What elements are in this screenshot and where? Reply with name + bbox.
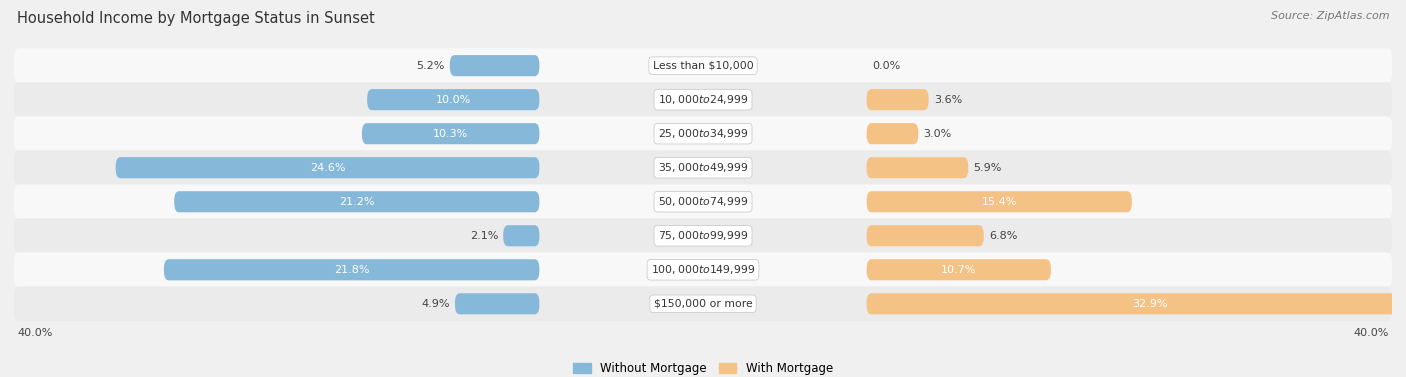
Text: 40.0%: 40.0%	[17, 328, 53, 338]
FancyBboxPatch shape	[367, 89, 540, 110]
FancyBboxPatch shape	[866, 259, 1050, 280]
FancyBboxPatch shape	[165, 259, 540, 280]
FancyBboxPatch shape	[14, 48, 1392, 83]
Text: $10,000 to $24,999: $10,000 to $24,999	[658, 93, 748, 106]
Text: 6.8%: 6.8%	[988, 231, 1018, 241]
Text: 10.7%: 10.7%	[941, 265, 976, 275]
Text: 10.3%: 10.3%	[433, 129, 468, 139]
FancyBboxPatch shape	[503, 225, 540, 246]
Text: Source: ZipAtlas.com: Source: ZipAtlas.com	[1271, 11, 1389, 21]
Text: 15.4%: 15.4%	[981, 197, 1017, 207]
Text: Less than $10,000: Less than $10,000	[652, 61, 754, 70]
Text: 3.6%: 3.6%	[934, 95, 962, 105]
FancyBboxPatch shape	[174, 191, 540, 212]
Text: 0.0%: 0.0%	[872, 61, 900, 70]
Text: 32.9%: 32.9%	[1132, 299, 1168, 309]
FancyBboxPatch shape	[115, 157, 540, 178]
FancyBboxPatch shape	[14, 150, 1392, 185]
FancyBboxPatch shape	[361, 123, 540, 144]
Text: 5.2%: 5.2%	[416, 61, 444, 70]
FancyBboxPatch shape	[14, 253, 1392, 287]
FancyBboxPatch shape	[866, 225, 984, 246]
FancyBboxPatch shape	[14, 82, 1392, 117]
Text: $50,000 to $74,999: $50,000 to $74,999	[658, 195, 748, 208]
FancyBboxPatch shape	[866, 191, 1132, 212]
FancyBboxPatch shape	[14, 116, 1392, 151]
FancyBboxPatch shape	[866, 293, 1406, 314]
Legend: Without Mortgage, With Mortgage: Without Mortgage, With Mortgage	[568, 357, 838, 377]
Text: 4.9%: 4.9%	[422, 299, 450, 309]
FancyBboxPatch shape	[14, 287, 1392, 321]
Text: 3.0%: 3.0%	[924, 129, 952, 139]
Text: 2.1%: 2.1%	[470, 231, 498, 241]
FancyBboxPatch shape	[866, 89, 928, 110]
Text: 21.8%: 21.8%	[333, 265, 370, 275]
Text: 21.2%: 21.2%	[339, 197, 374, 207]
Text: $100,000 to $149,999: $100,000 to $149,999	[651, 263, 755, 276]
Text: Household Income by Mortgage Status in Sunset: Household Income by Mortgage Status in S…	[17, 11, 374, 26]
Text: $150,000 or more: $150,000 or more	[654, 299, 752, 309]
Text: $35,000 to $49,999: $35,000 to $49,999	[658, 161, 748, 174]
FancyBboxPatch shape	[456, 293, 540, 314]
FancyBboxPatch shape	[14, 218, 1392, 253]
FancyBboxPatch shape	[14, 184, 1392, 219]
FancyBboxPatch shape	[450, 55, 540, 76]
FancyBboxPatch shape	[866, 123, 918, 144]
FancyBboxPatch shape	[866, 157, 969, 178]
Text: 40.0%: 40.0%	[1353, 328, 1389, 338]
Text: 5.9%: 5.9%	[973, 163, 1002, 173]
Text: $25,000 to $34,999: $25,000 to $34,999	[658, 127, 748, 140]
Text: $75,000 to $99,999: $75,000 to $99,999	[658, 229, 748, 242]
Text: 24.6%: 24.6%	[309, 163, 346, 173]
Text: 10.0%: 10.0%	[436, 95, 471, 105]
